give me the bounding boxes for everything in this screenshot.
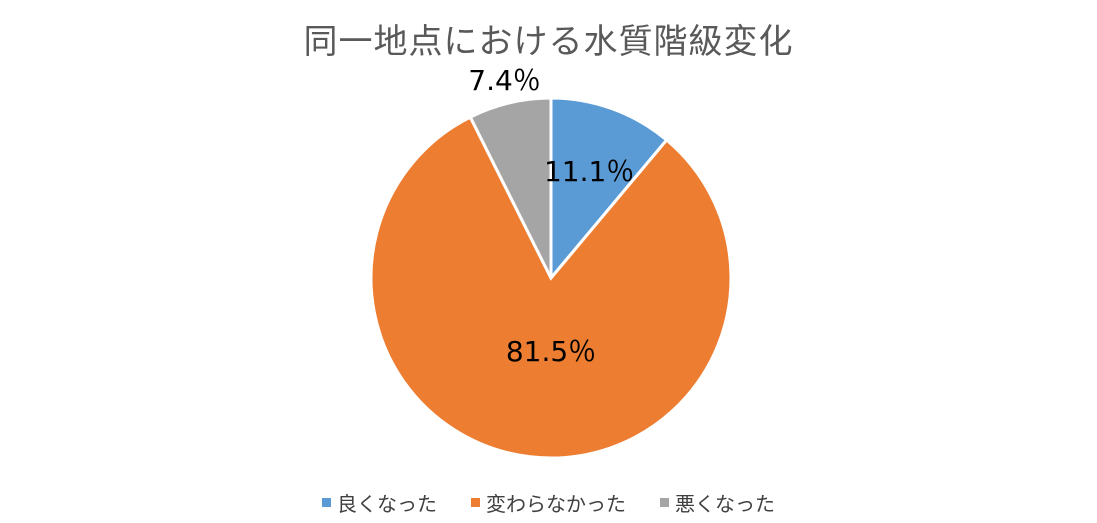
legend-item-unchanged: 変わらなかった (471, 488, 626, 517)
data-label-unchanged: 81.5％ (506, 335, 596, 368)
legend-item-improved: 良くなった (322, 488, 437, 517)
legend: 良くなった 変わらなかった 悪くなった (0, 488, 1097, 517)
pie-slice-improved (549, 96, 669, 283)
pie-slice-worsened (468, 96, 553, 279)
pie-chart: 11.1％ 81.5％ 7.4％ (369, 64, 733, 460)
data-label-worsened: 7.4％ (468, 64, 541, 97)
data-label-improved: 11.1％ (544, 155, 634, 188)
pie-slice-unchanged (369, 115, 733, 460)
legend-item-worsened: 悪くなった (660, 488, 775, 517)
legend-swatch (471, 498, 480, 507)
legend-swatch (660, 498, 669, 507)
legend-label: 悪くなった (675, 492, 775, 516)
legend-swatch (322, 498, 331, 507)
chart-title: 同一地点における水質階級変化 (303, 22, 794, 62)
legend-label: 変わらなかった (486, 492, 626, 516)
legend-label: 良くなった (337, 492, 437, 516)
